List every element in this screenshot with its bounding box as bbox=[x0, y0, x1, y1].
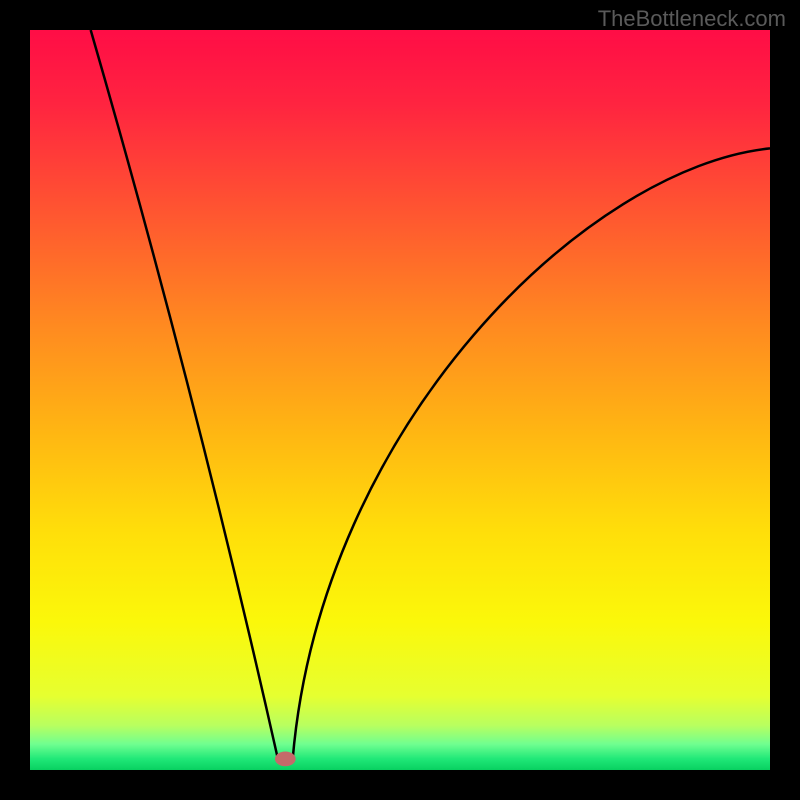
bottleneck-chart bbox=[0, 0, 800, 800]
watermark-text: TheBottleneck.com bbox=[598, 6, 786, 32]
chart-container: TheBottleneck.com bbox=[0, 0, 800, 800]
frame-right bbox=[770, 0, 800, 800]
frame-bottom bbox=[0, 770, 800, 800]
frame-left bbox=[0, 0, 30, 800]
minimum-marker bbox=[275, 752, 296, 767]
plot-background bbox=[30, 30, 770, 770]
